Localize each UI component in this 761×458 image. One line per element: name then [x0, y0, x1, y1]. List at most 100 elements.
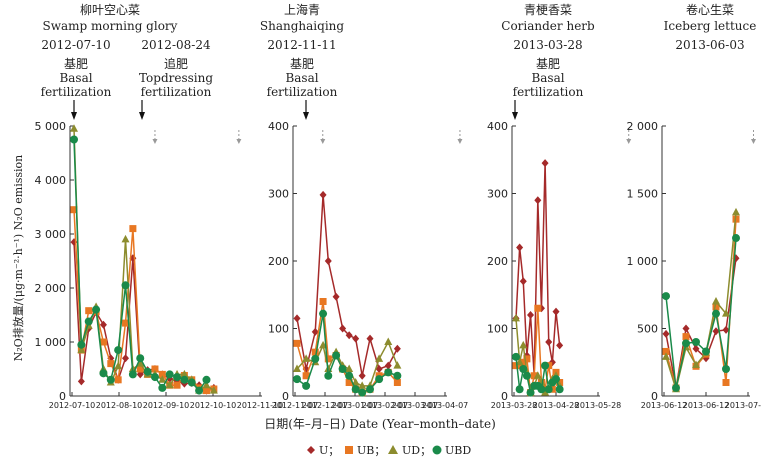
data-point: [122, 319, 130, 327]
event-label-en: Basal: [59, 71, 92, 85]
data-point: [526, 388, 535, 397]
data-point: [77, 377, 85, 386]
data-point: [533, 371, 542, 379]
data-point: [150, 373, 159, 382]
y-tick-label: 500: [637, 323, 658, 336]
data-point: [293, 339, 301, 347]
legend-item-ubd: UBD: [432, 444, 471, 457]
y-tick-label: 0: [59, 390, 66, 403]
x-tick-label: 2013-05-28: [575, 401, 622, 410]
data-point: [85, 307, 93, 315]
data-point: [202, 375, 211, 384]
data-point: [722, 365, 730, 373]
data-point: [556, 341, 564, 350]
series-u: [512, 159, 564, 380]
data-point: [332, 292, 340, 301]
data-point: [682, 324, 690, 333]
data-point: [722, 309, 730, 317]
x-tick-label: 2012-08-10: [96, 401, 143, 410]
event-label-cn: 基肥: [290, 57, 314, 71]
data-point: [324, 257, 332, 265]
data-point: [345, 371, 354, 380]
data-point: [384, 337, 393, 345]
data-point: [375, 354, 384, 362]
data-point: [366, 334, 374, 343]
data-point: [366, 385, 374, 394]
series-ubd: [662, 234, 740, 392]
data-point: [136, 354, 145, 363]
y-tick-label: 0: [282, 390, 289, 403]
data-point: [70, 206, 78, 214]
data-point: [552, 375, 560, 384]
data-point: [136, 365, 144, 373]
data-point: [158, 375, 167, 383]
data-point: [662, 329, 670, 338]
y-tick-label: 4 000: [35, 174, 67, 187]
event-date: 2013-06-03: [675, 38, 744, 52]
x-tick-label: 2013-07-12: [725, 401, 761, 410]
data-point: [682, 333, 690, 341]
data-point: [319, 298, 327, 305]
chart-panel-3: 01002003004002013-03-282013-04-282013-05…: [487, 2, 632, 410]
series-ubd: [293, 309, 402, 397]
data-point: [165, 380, 174, 389]
event-date: 2012-07-10: [41, 38, 110, 52]
data-point: [293, 314, 301, 323]
y-tick-label: 5 000: [35, 120, 67, 133]
crop-title-cn: 柳叶空心菜: [80, 3, 140, 17]
data-point: [180, 369, 189, 378]
event-arrow-head: [139, 112, 145, 120]
data-point: [311, 348, 319, 356]
crop-title-en: Shanghaiqing: [260, 19, 344, 33]
data-point: [662, 292, 670, 301]
event-label-en: Basal: [531, 71, 564, 85]
data-point: [358, 381, 367, 389]
event-label-en: fertilization: [267, 85, 338, 99]
x-tick-label: 2013-06-12: [641, 401, 688, 410]
data-point: [319, 309, 328, 318]
data-point: [173, 381, 181, 389]
data-point: [712, 327, 720, 336]
data-point: [324, 355, 332, 363]
data-point: [332, 351, 341, 360]
series-ubd: [70, 135, 211, 395]
crop-title-en: Coriander herb: [501, 19, 595, 33]
data-point: [512, 362, 520, 370]
data-point: [692, 344, 700, 353]
data-point: [358, 388, 367, 397]
data-point: [114, 376, 122, 384]
data-point: [732, 234, 740, 243]
event-label-en: fertilization: [513, 85, 584, 99]
data-point: [384, 361, 392, 370]
legend-item-ub: UB；: [345, 444, 385, 457]
event-label-en: fertilization: [141, 85, 212, 99]
data-point: [195, 386, 204, 395]
data-point: [107, 360, 115, 368]
event-arrow-head: [512, 112, 518, 120]
data-point: [77, 340, 86, 349]
data-point: [375, 375, 384, 384]
y-tick-label: 100: [268, 323, 289, 336]
data-point: [541, 159, 549, 168]
data-point: [522, 371, 531, 380]
x-tick-label: 2013-03-28: [491, 401, 538, 410]
data-point: [545, 338, 553, 346]
data-point: [106, 375, 115, 384]
data-point: [351, 385, 360, 394]
data-point: [516, 362, 524, 370]
data-point: [555, 385, 564, 394]
y-tick-label: 0: [501, 390, 508, 403]
data-point: [129, 225, 137, 233]
data-point: [180, 375, 189, 384]
data-point: [393, 344, 401, 353]
data-point: [345, 379, 353, 386]
event-date: 2012-08-24: [141, 38, 211, 52]
data-point: [99, 320, 107, 329]
crop-title-cn: 卷心生菜: [686, 2, 734, 17]
data-point: [151, 365, 159, 373]
data-point: [121, 281, 130, 290]
legend-item-u: U；: [307, 444, 339, 457]
y-tick-label: 200: [268, 255, 289, 268]
